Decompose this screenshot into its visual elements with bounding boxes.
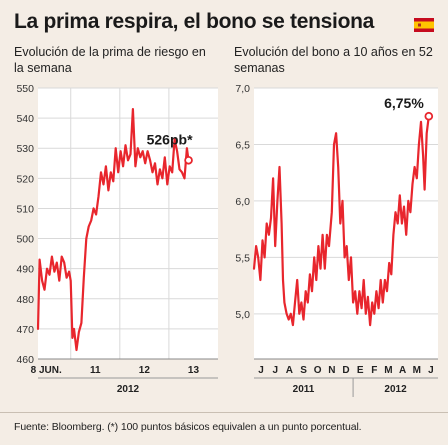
y-tick-label: 5,5 bbox=[235, 252, 250, 264]
x-tick-label: J bbox=[428, 365, 434, 376]
x-tick-label: D bbox=[342, 365, 349, 376]
spain-flag-icon bbox=[414, 18, 434, 32]
year-label: 2012 bbox=[384, 384, 407, 395]
y-tick-label: 510 bbox=[16, 203, 34, 215]
y-tick-label: 480 bbox=[16, 294, 34, 306]
end-point-marker bbox=[424, 111, 434, 121]
y-tick-label: 5,0 bbox=[235, 309, 250, 321]
x-tick-label: 11 bbox=[90, 365, 101, 376]
y-tick-label: 6,0 bbox=[235, 196, 250, 208]
y-tick-label: 540 bbox=[16, 113, 34, 125]
x-tick-label: 12 bbox=[139, 365, 151, 376]
x-tick-label: 13 bbox=[188, 365, 200, 376]
y-tick-label: 530 bbox=[16, 143, 34, 155]
value-annotation: 526pb* bbox=[147, 131, 193, 147]
plot-area bbox=[38, 88, 218, 359]
x-tick-label: A bbox=[399, 365, 406, 376]
headline: La prima respira, el bono se tensiona bbox=[14, 10, 375, 33]
x-tick-label: N bbox=[328, 365, 335, 376]
x-tick-label: F bbox=[371, 365, 377, 376]
left-chart-title: Evolución de la prima de riesgo en la se… bbox=[14, 45, 206, 75]
x-tick-label: M bbox=[384, 365, 392, 376]
footer-divider bbox=[0, 412, 448, 413]
series-line bbox=[36, 108, 190, 352]
y-tick-label: 460 bbox=[16, 354, 34, 366]
y-tick-label: 500 bbox=[16, 234, 34, 246]
x-tick-label: J bbox=[272, 365, 278, 376]
y-tick-label: 6,5 bbox=[235, 139, 250, 151]
x-tick-label: 8 JUN. bbox=[31, 365, 62, 376]
x-tick-label: S bbox=[300, 365, 307, 376]
x-axis-label: 2012 bbox=[117, 384, 140, 395]
charts-canvas: 460 470 480 490 500 510 520 530 540 550 8 JUN. 11 12… bbox=[16, 83, 438, 397]
end-point-marker bbox=[184, 155, 193, 165]
left-chart: 460 470 480 490 500 510 520 530 540 550 8 JUN. 11 12… bbox=[16, 83, 218, 395]
x-tick-label: E bbox=[357, 365, 364, 376]
y-tick-label: 7,0 bbox=[235, 83, 250, 95]
value-annotation: 6,75% bbox=[384, 95, 424, 111]
series-line bbox=[252, 115, 430, 327]
x-tick-label: M bbox=[413, 365, 421, 376]
y-tick-label: 470 bbox=[16, 324, 34, 336]
y-tick-label: 490 bbox=[16, 264, 34, 276]
y-tick-label: 520 bbox=[16, 173, 34, 185]
x-tick-label: O bbox=[314, 365, 322, 376]
year-label: 2011 bbox=[293, 384, 315, 395]
x-tick-label: A bbox=[286, 365, 293, 376]
right-chart-title: Evolución del bono a 10 años en 52 seman… bbox=[234, 45, 433, 75]
x-tick-label: J bbox=[258, 365, 264, 376]
y-tick-label: 550 bbox=[16, 83, 34, 95]
footer-source: Fuente: Bloomberg. (*) 100 puntos básico… bbox=[14, 421, 362, 433]
